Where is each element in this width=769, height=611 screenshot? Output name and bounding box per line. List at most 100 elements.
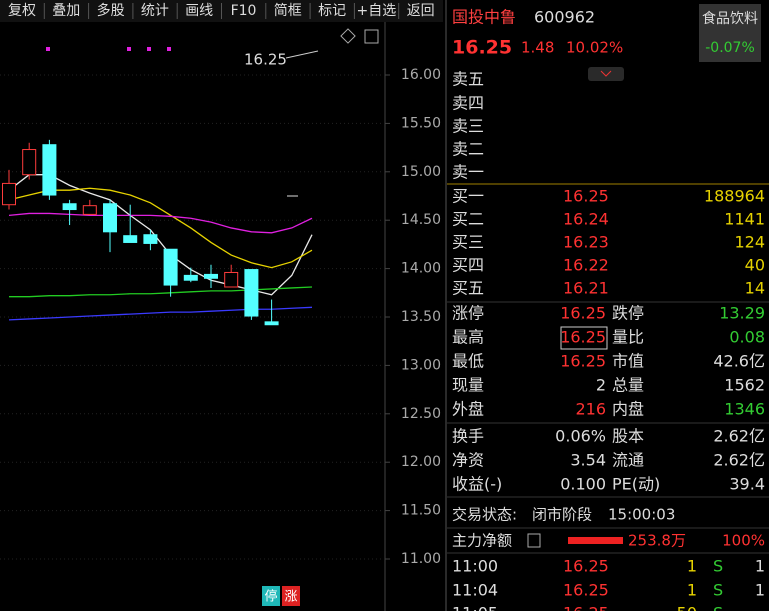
- y-tick-label: 15.00: [401, 164, 441, 180]
- stat-value: 2.62亿: [713, 451, 765, 470]
- toolbar-button[interactable]: +自选: [357, 3, 397, 19]
- change-pct: 10.02%: [566, 39, 623, 57]
- candle-body: [62, 203, 77, 211]
- stat-value: 1346: [724, 400, 765, 419]
- stat-label: 总量: [612, 376, 644, 395]
- candle-body: [82, 205, 97, 215]
- stat-label: 量比: [612, 328, 644, 347]
- y-tick-label: 12.50: [401, 406, 441, 422]
- stat-value: 0.06%: [555, 427, 606, 446]
- sector-box[interactable]: [699, 4, 761, 62]
- price: 16.25: [452, 37, 512, 59]
- stat-label: 现量: [452, 376, 484, 395]
- candle-body: [183, 274, 198, 281]
- buy-price: 16.24: [563, 210, 609, 229]
- badge-text: 停: [264, 589, 277, 605]
- stat-label: 流通: [612, 451, 644, 470]
- money-label: 主力净额: [452, 532, 512, 550]
- stat-value: 13.29: [719, 304, 765, 323]
- stat-label: 市值: [612, 352, 644, 371]
- buy-level: 买三: [452, 233, 484, 252]
- y-tick-label: 14.00: [401, 261, 441, 277]
- buy-volume: 1141: [724, 210, 765, 229]
- annotation: 16.25: [244, 51, 287, 69]
- stat-label: 收益(-): [452, 475, 502, 494]
- buy-price: 16.22: [563, 256, 609, 275]
- stat-label: 涨停: [452, 304, 484, 323]
- y-tick-label: 11.00: [401, 551, 441, 567]
- y-tick-label: 16.00: [401, 67, 441, 83]
- sector-change: -0.07%: [705, 40, 755, 56]
- collapse-btn[interactable]: [588, 67, 624, 81]
- sell-level: 卖三: [452, 117, 484, 136]
- stat-value: 16.25: [560, 352, 606, 371]
- ma-line: [9, 286, 313, 298]
- y-tick-label: 14.50: [401, 212, 441, 228]
- stat-value: 1562: [724, 376, 765, 395]
- stat-label: 外盘: [452, 400, 484, 419]
- tick-cell: 50: [677, 604, 697, 611]
- money-bar: [568, 537, 623, 544]
- candle-body: [2, 182, 16, 206]
- stock-code: 600962: [534, 8, 595, 27]
- sell-level: 卖四: [452, 94, 484, 113]
- toolbar-button[interactable]: F10: [231, 3, 257, 19]
- stat-value: 16.25: [560, 304, 606, 323]
- badge-stop: [262, 586, 280, 606]
- buy-price: 16.23: [563, 233, 609, 252]
- money-icon[interactable]: [527, 533, 541, 548]
- candle-body: [143, 234, 158, 244]
- tick-cell: 11:00: [452, 557, 498, 576]
- stat-label: 跌停: [612, 304, 644, 323]
- toolbar-button[interactable]: 标记: [318, 3, 346, 19]
- candle-body: [42, 144, 57, 196]
- tick-cell: 16.25: [563, 581, 609, 600]
- badge-up: [282, 586, 300, 606]
- status-time: 15:00:03: [608, 506, 675, 524]
- buy-volume: 40: [745, 256, 765, 275]
- tick-cell: 11:05: [452, 604, 498, 611]
- candle-body: [163, 248, 178, 286]
- sector-name: 食品饮料: [702, 10, 758, 27]
- stat-label: PE(动): [612, 475, 660, 494]
- y-tick-label: 13.00: [401, 357, 441, 373]
- buy-volume: 14: [745, 279, 765, 298]
- stat-value: 42.6亿: [713, 352, 765, 371]
- stat-value: 2.62亿: [713, 427, 765, 446]
- stat-label: 内盘: [612, 400, 644, 419]
- candle-body: [103, 203, 117, 233]
- stat-value: 3.54: [570, 451, 606, 470]
- buy-level: 买二: [452, 210, 484, 229]
- status-label: 交易状态:: [452, 506, 517, 524]
- candle-body: [123, 235, 138, 243]
- diamond-icon[interactable]: [340, 28, 356, 44]
- buy-volume: 188964: [704, 187, 765, 206]
- toolbar-button[interactable]: 简框: [274, 2, 302, 19]
- toolbar-button[interactable]: 复权: [8, 2, 36, 19]
- tick-cell: S: [713, 604, 723, 611]
- buy-level: 买一: [452, 187, 484, 206]
- tick-cell: S: [713, 581, 723, 600]
- stat-value: 0.08: [729, 328, 765, 347]
- stat-label: 股本: [612, 427, 644, 446]
- collapse-arrow: [600, 70, 612, 77]
- toolbar-button[interactable]: 统计: [141, 3, 169, 19]
- money-amount: 253.8万: [628, 532, 686, 550]
- toolbar-button[interactable]: 多股: [97, 2, 125, 19]
- tick-cell: 1: [755, 581, 765, 600]
- stat-label: 净资: [452, 451, 484, 470]
- toolbar-button[interactable]: 返回: [407, 3, 435, 19]
- badge-text: 涨: [284, 590, 297, 605]
- toolbar-button[interactable]: 画线: [185, 3, 213, 19]
- box-icon[interactable]: [364, 29, 379, 44]
- status-phase: 闭市阶段: [532, 506, 592, 524]
- y-tick-label: 12.00: [401, 454, 441, 470]
- toolbar-button[interactable]: 叠加: [52, 3, 80, 19]
- ma-line: [8, 174, 313, 296]
- change: 1.48: [521, 39, 554, 57]
- tick-cell: 16.25: [563, 604, 609, 611]
- tick-cell: 1: [687, 557, 697, 576]
- tick-cell: 11:04: [452, 581, 498, 600]
- buy-level: 买四: [452, 256, 484, 275]
